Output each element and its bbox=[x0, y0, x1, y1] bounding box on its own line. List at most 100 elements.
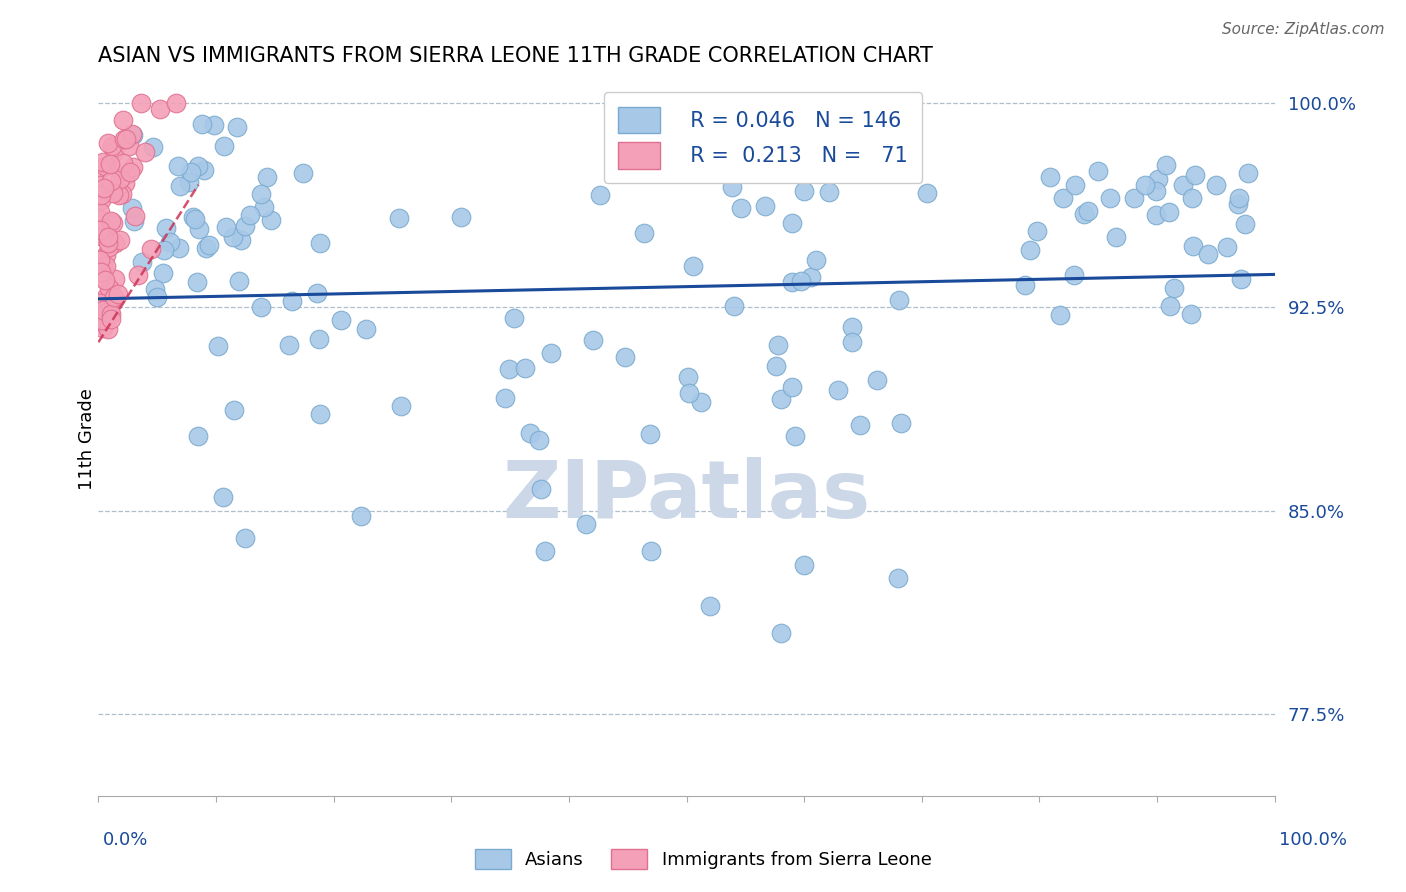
Point bbox=[101, 294, 124, 309]
Point bbox=[1039, 169, 1062, 184]
Point bbox=[890, 417, 912, 431]
Point bbox=[100, 307, 122, 321]
Point bbox=[94, 290, 117, 304]
Point bbox=[121, 201, 143, 215]
Point bbox=[770, 392, 793, 407]
Legend:   R = 0.046   N = 146,   R =  0.213   N =   71: R = 0.046 N = 146, R = 0.213 N = 71 bbox=[603, 92, 922, 183]
Point bbox=[177, 175, 200, 189]
Point bbox=[498, 362, 520, 376]
Point bbox=[93, 181, 115, 195]
Point bbox=[129, 96, 152, 111]
Point bbox=[800, 270, 823, 285]
Point bbox=[212, 138, 235, 153]
Point bbox=[1135, 178, 1157, 192]
Point bbox=[1052, 191, 1074, 205]
Point bbox=[91, 229, 114, 244]
Point bbox=[169, 179, 191, 194]
Point bbox=[97, 230, 120, 244]
Point bbox=[122, 214, 145, 228]
Point bbox=[785, 429, 807, 443]
Point bbox=[215, 219, 238, 234]
Point bbox=[849, 418, 872, 433]
Point bbox=[678, 370, 700, 384]
Point bbox=[754, 199, 776, 213]
Point bbox=[97, 322, 120, 336]
Point bbox=[529, 434, 551, 448]
Point bbox=[94, 273, 117, 287]
Point bbox=[104, 272, 127, 286]
Point bbox=[122, 128, 145, 142]
Point bbox=[260, 212, 283, 227]
Point bbox=[575, 517, 598, 532]
Point bbox=[1087, 164, 1109, 178]
Point bbox=[1198, 247, 1220, 261]
Point bbox=[101, 186, 124, 201]
Y-axis label: 11th Grade: 11th Grade bbox=[79, 388, 96, 490]
Point bbox=[782, 380, 804, 394]
Point bbox=[94, 220, 117, 235]
Point bbox=[127, 268, 149, 282]
Point bbox=[1227, 197, 1250, 211]
Point bbox=[638, 427, 661, 442]
Point bbox=[108, 188, 131, 202]
Point bbox=[212, 490, 235, 504]
Point bbox=[107, 287, 129, 301]
Point bbox=[141, 242, 163, 256]
Point bbox=[89, 269, 111, 284]
Point bbox=[184, 212, 207, 227]
Point bbox=[1122, 191, 1144, 205]
Point bbox=[89, 295, 111, 310]
Text: ZIPatlas: ZIPatlas bbox=[502, 457, 870, 535]
Point bbox=[389, 399, 412, 413]
Point bbox=[91, 221, 114, 235]
Point bbox=[1019, 243, 1042, 257]
Point bbox=[889, 293, 911, 308]
Point bbox=[134, 145, 156, 160]
Point bbox=[256, 170, 278, 185]
Point bbox=[187, 221, 209, 235]
Point bbox=[1181, 191, 1204, 205]
Point bbox=[1233, 217, 1256, 231]
Point bbox=[89, 205, 111, 219]
Point bbox=[187, 159, 209, 173]
Point bbox=[723, 300, 745, 314]
Point bbox=[131, 255, 153, 269]
Point bbox=[239, 208, 262, 222]
Point bbox=[308, 407, 330, 421]
Point bbox=[768, 337, 790, 351]
Point bbox=[1184, 169, 1206, 183]
Point bbox=[153, 243, 176, 257]
Point bbox=[142, 140, 165, 154]
Text: Source: ZipAtlas.com: Source: ZipAtlas.com bbox=[1222, 22, 1385, 37]
Point bbox=[841, 335, 863, 350]
Point bbox=[494, 391, 516, 405]
Point bbox=[194, 241, 217, 255]
Point bbox=[98, 281, 121, 295]
Point bbox=[721, 180, 744, 194]
Point bbox=[100, 312, 122, 326]
Text: ASIAN VS IMMIGRANTS FROM SIERRA LEONE 11TH GRADE CORRELATION CHART: ASIAN VS IMMIGRANTS FROM SIERRA LEONE 11… bbox=[98, 46, 934, 66]
Point bbox=[98, 240, 121, 254]
Point bbox=[1049, 308, 1071, 322]
Point bbox=[100, 214, 122, 228]
Point bbox=[1173, 178, 1195, 192]
Point bbox=[191, 117, 214, 131]
Point bbox=[769, 625, 792, 640]
Point bbox=[350, 508, 373, 523]
Point bbox=[124, 210, 146, 224]
Point bbox=[94, 248, 117, 262]
Point bbox=[143, 282, 166, 296]
Point bbox=[114, 168, 136, 182]
Point bbox=[292, 166, 315, 180]
Point bbox=[1215, 240, 1237, 254]
Point bbox=[1077, 204, 1099, 219]
Point bbox=[103, 291, 125, 305]
Point bbox=[114, 176, 136, 190]
Point bbox=[93, 155, 115, 169]
Point bbox=[207, 339, 229, 353]
Point bbox=[90, 193, 112, 207]
Point bbox=[96, 304, 118, 318]
Point bbox=[108, 172, 131, 186]
Point bbox=[110, 187, 132, 202]
Point bbox=[1227, 191, 1250, 205]
